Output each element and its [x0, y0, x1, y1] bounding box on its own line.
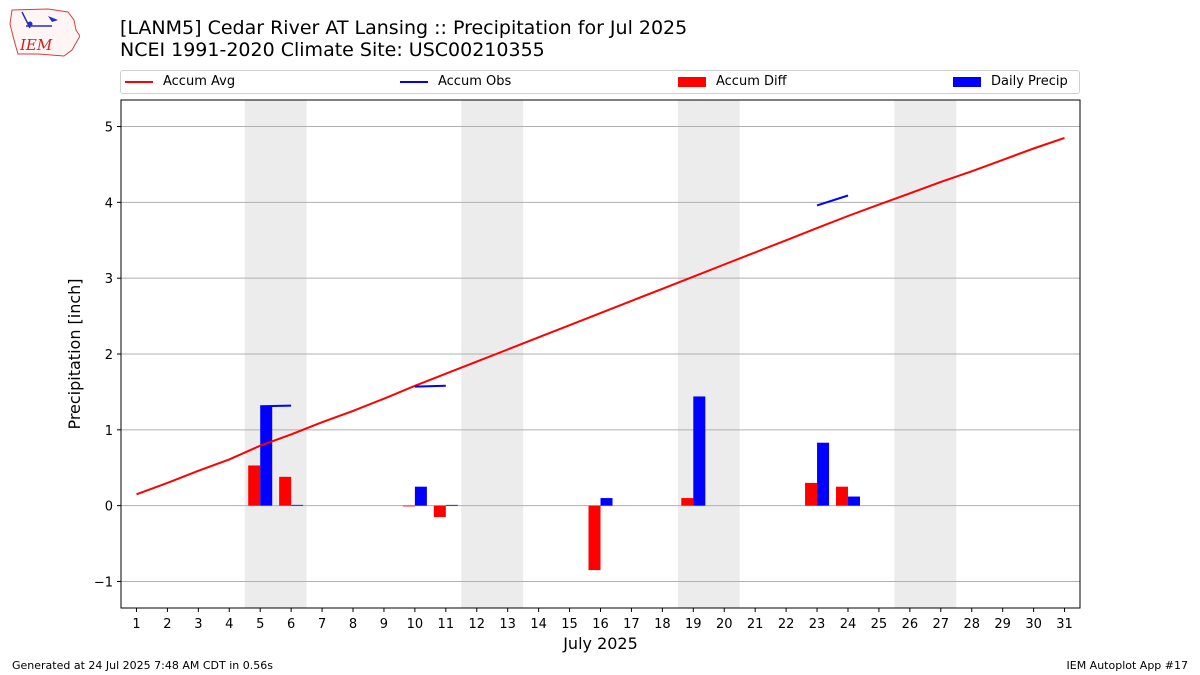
daily-precip-bar: [817, 442, 830, 506]
y-tick-label: 1: [105, 424, 113, 439]
daily-precip-bar: [260, 406, 273, 506]
accum-avg-line: [136, 136, 1065, 496]
daily-precip-bar: [414, 486, 427, 506]
accum-obs-segment: [816, 194, 849, 207]
logo-text: IEM: [19, 36, 53, 54]
footer-app: IEM Autoplot App #17: [1066, 659, 1189, 672]
x-tick-label: 6: [287, 617, 295, 632]
x-tick-label: 3: [194, 617, 202, 632]
y-tick-label: 2: [105, 348, 113, 363]
x-tick-label: 7: [318, 617, 326, 632]
x-tick-label: 31: [1056, 617, 1073, 632]
accum-diff-bar: [402, 505, 415, 507]
legend-swatch: [953, 76, 981, 87]
y-tick-label: 4: [105, 196, 113, 211]
x-axis-label: July 2025: [562, 634, 638, 653]
accum-diff-bar: [433, 505, 446, 518]
x-tick-label: 24: [840, 617, 857, 632]
x-tick-label: 30: [1025, 617, 1042, 632]
x-tick-label: 12: [468, 617, 485, 632]
chart-subtitle: NCEI 1991-2020 Climate Site: USC00210355: [120, 39, 545, 61]
legend-label: Accum Avg: [163, 74, 236, 89]
y-tick-label: −1: [94, 575, 113, 590]
x-tick-label: 11: [438, 617, 455, 632]
accum-diff-bar: [279, 476, 292, 506]
y-tick-label: 5: [105, 121, 113, 136]
chart-title: [LANM5] Cedar River AT Lansing :: Precip…: [120, 17, 688, 39]
x-tick-label: 15: [561, 617, 578, 632]
daily-precip-bar: [445, 504, 458, 506]
plot-frame: [120, 99, 1081, 609]
y-axis-label: Precipitation [inch]: [65, 278, 84, 429]
legend-label: Daily Precip: [991, 74, 1068, 89]
x-tick-label: 2: [163, 617, 171, 632]
x-tick-label: 18: [654, 617, 671, 632]
accum-diff-bar: [681, 498, 694, 506]
x-tick-label: 17: [623, 617, 640, 632]
daily-precip-bar: [600, 498, 613, 506]
footer-generated: Generated at 24 Jul 2025 7:48 AM CDT in …: [12, 659, 273, 672]
legend-swatch: [125, 80, 153, 83]
accum-obs-segment: [260, 404, 292, 408]
iem-logo: IEM: [9, 8, 80, 57]
legend-item-accum-avg: Accum Avg: [125, 74, 235, 89]
x-tick-label: 25: [871, 617, 888, 632]
legend-item-daily-precip: Daily Precip: [953, 74, 1068, 89]
x-tick-label: 19: [685, 617, 702, 632]
chart-legend: Accum Avg Accum Obs Accum Diff Daily Pre…: [120, 70, 1080, 94]
x-tick-label: 9: [380, 617, 388, 632]
x-tick-label: 27: [933, 617, 950, 632]
y-tick-label: 0: [105, 500, 113, 515]
x-tick-label: 4: [225, 617, 233, 632]
legend-label: Accum Obs: [438, 74, 512, 89]
daily-precip-bar: [847, 496, 860, 506]
accum-diff-bar: [588, 505, 601, 571]
legend-label: Accum Diff: [716, 74, 787, 89]
x-tick-label: 29: [994, 617, 1011, 632]
x-tick-label: 23: [809, 617, 826, 632]
legend-swatch: [678, 76, 706, 87]
accum-obs-segment: [414, 384, 446, 388]
x-tick-label: 8: [349, 617, 357, 632]
x-tick-label: 22: [778, 617, 795, 632]
x-tick-label: 10: [407, 617, 424, 632]
x-tick-label: 14: [530, 617, 547, 632]
daily-precip-bar: [291, 504, 304, 506]
accum-diff-bar: [248, 465, 261, 506]
x-tick-label: 13: [499, 617, 516, 632]
x-tick-label: 21: [747, 617, 764, 632]
x-tick-label: 1: [132, 617, 140, 632]
x-tick-label: 26: [902, 617, 919, 632]
x-tick-label: 16: [592, 617, 609, 632]
legend-item-accum-diff: Accum Diff: [678, 74, 787, 89]
x-tick-label: 28: [963, 617, 980, 632]
legend-swatch: [400, 80, 428, 83]
y-tick-label: 3: [105, 272, 113, 287]
x-tick-label: 20: [716, 617, 733, 632]
x-tick-label: 5: [256, 617, 264, 632]
accum-diff-bar: [805, 482, 818, 506]
daily-precip-bar: [693, 396, 706, 506]
accum-diff-bar: [835, 486, 848, 506]
legend-item-accum-obs: Accum Obs: [400, 74, 511, 89]
